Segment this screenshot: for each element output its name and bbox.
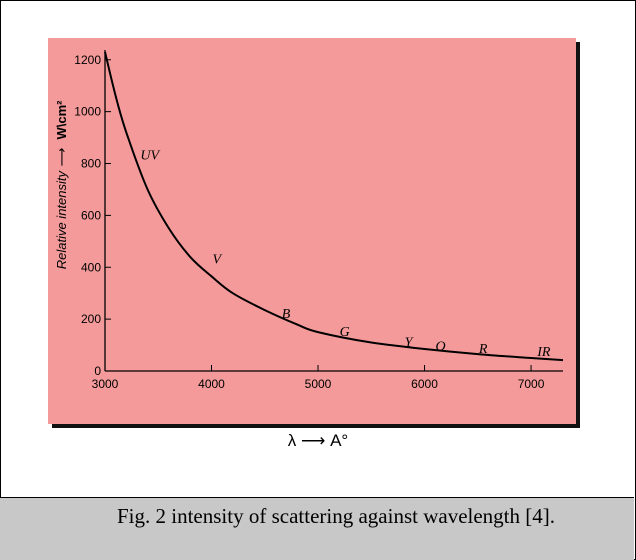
band-label: B [282, 307, 291, 322]
band-label: UV [140, 149, 160, 164]
figure-caption: Fig. 2 intensity of scattering against w… [117, 504, 555, 528]
y-tick-label: 600 [81, 208, 101, 222]
ticks: 3000 4000 5000 6000 7000 0 200 400 600 800 1000 120… [74, 53, 544, 391]
y-tick-label: 1000 [74, 105, 101, 119]
band-label: G [340, 325, 350, 340]
y-tick-label: 0 [94, 364, 101, 378]
caption-bar: Fig. 2 intensity of scattering against w… [0, 497, 634, 560]
y-axis-unit: W\cm² [54, 100, 69, 140]
band-label: V [213, 252, 223, 267]
y-tick-label: 800 [81, 157, 101, 171]
band-label: R [478, 342, 488, 357]
annotations: UV V B G Y O R IR [140, 149, 550, 360]
y-tick-label: 200 [81, 312, 101, 326]
x-tick-label: 6000 [411, 377, 438, 391]
x-tick-label: 7000 [518, 377, 545, 391]
plot-panel [48, 38, 576, 424]
x-tick-label: 3000 [92, 377, 119, 391]
band-label: Y [405, 335, 415, 350]
axes [104, 50, 563, 372]
y-tick-label: 400 [81, 260, 101, 274]
intensity-curve [104, 51, 564, 362]
band-label: O [435, 339, 445, 354]
band-label: IR [536, 345, 551, 360]
x-tick-label: 4000 [198, 377, 225, 391]
x-tick-label: 5000 [305, 377, 332, 391]
x-axis-label: λ ⟶ A° [288, 431, 348, 450]
y-axis-label: Relative intensity ⟶ [54, 147, 69, 269]
y-tick-label: 1200 [74, 53, 101, 67]
series-group [104, 51, 564, 362]
intensity-chart: 3000 4000 5000 6000 7000 0 200 400 600 800 1000 120… [54, 50, 564, 450]
